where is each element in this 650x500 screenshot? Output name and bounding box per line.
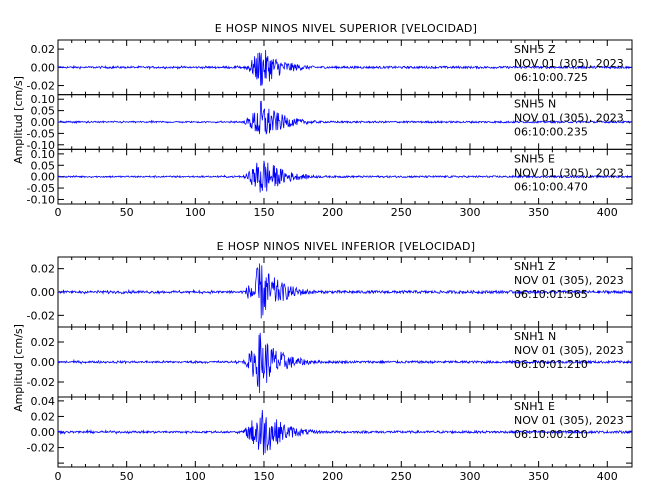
station-label: SNH5 E [514,152,555,165]
x-tick-label: 350 [528,206,549,219]
x-tick-label: 250 [391,470,412,483]
waveform-trace [57,263,633,319]
date-label: NOV 01 (305), 2023 [514,344,624,357]
y-tick-label: 0.04 [31,395,56,408]
y-tick-label: 0.00 [31,286,56,299]
time-label: 06:10:01.210 [514,358,588,371]
y-axis-label: Amplitud [cm/s] [12,76,25,164]
waveform-trace [57,100,633,135]
y-tick-label: 0.02 [31,263,56,276]
time-label: 06:10:00.235 [514,126,588,139]
x-tick-label: 300 [459,470,480,483]
y-tick-label: 0.00 [31,116,56,129]
station-label: SNH5 N [514,98,556,111]
y-tick-label: 0.10 [31,93,56,106]
group-title: E HOSP NINOS NIVEL SUPERIOR [VELOCIDAD] [215,22,478,35]
y-tick-label: -0.02 [27,442,55,455]
y-tick-label: 0.05 [31,159,56,172]
x-tick-label: 250 [391,206,412,219]
x-tick-label: 100 [185,470,206,483]
date-label: NOV 01 (305), 2023 [514,274,624,287]
y-tick-label: 0.02 [31,336,56,349]
y-axis-label: Amplitud [cm/s] [12,324,25,412]
y-tick-label: 0.02 [31,410,56,423]
x-tick-label: 150 [253,470,274,483]
x-tick-label: 100 [185,206,206,219]
time-label: 06:10:00.470 [514,180,588,193]
time-label: 06:10:01.565 [514,288,588,301]
x-tick-label: 400 [597,470,618,483]
x-tick-label: 0 [55,470,62,483]
group-title: E HOSP NINOS NIVEL INFERIOR [VELOCIDAD] [217,240,476,253]
station-label: SNH5 Z [514,43,556,56]
x-tick-label: 200 [322,206,343,219]
x-tick-label: 350 [528,470,549,483]
x-tick-label: 50 [120,470,134,483]
x-tick-label: 50 [120,206,134,219]
y-tick-label: -0.05 [27,182,55,195]
waveform-trace [57,409,633,456]
time-label: 06:10:00.210 [514,428,588,441]
y-tick-label: 0.00 [31,61,56,74]
group-superior: E HOSP NINOS NIVEL SUPERIOR [VELOCIDAD] … [12,22,633,219]
time-label: 06:10:00.725 [514,71,588,84]
date-label: NOV 01 (305), 2023 [514,57,624,70]
x-tick-label: 400 [597,206,618,219]
y-tick-label: -0.02 [27,309,55,322]
y-tick-label: -0.05 [27,127,55,140]
station-label: SNH1 E [514,400,555,413]
y-tick-label: 0.10 [31,148,56,161]
x-tick-label: 150 [253,206,274,219]
y-tick-label: 0.00 [31,356,56,369]
x-tick-label: 200 [322,470,343,483]
waveform-trace [57,49,633,86]
x-tick-label: 300 [459,206,480,219]
y-tick-label: 0.00 [31,171,56,184]
date-label: NOV 01 (305), 2023 [514,414,624,427]
y-tick-label: -0.10 [27,139,55,152]
y-tick-label: -0.02 [27,80,55,93]
waveform-trace [57,332,633,394]
y-tick-label: 0.05 [31,105,56,118]
station-label: SNH1 N [514,330,556,343]
y-tick-label: 0.02 [31,43,56,56]
waveform-trace [57,160,633,193]
y-tick-label: -0.02 [27,376,55,389]
y-tick-label: -0.10 [27,193,55,206]
date-label: NOV 01 (305), 2023 [514,166,624,179]
x-tick-label: 0 [55,206,62,219]
y-tick-label: 0.00 [31,426,56,439]
date-label: NOV 01 (305), 2023 [514,112,624,125]
station-label: SNH1 Z [514,260,556,273]
group-inferior: E HOSP NINOS NIVEL INFERIOR [VELOCIDAD] … [12,240,633,483]
